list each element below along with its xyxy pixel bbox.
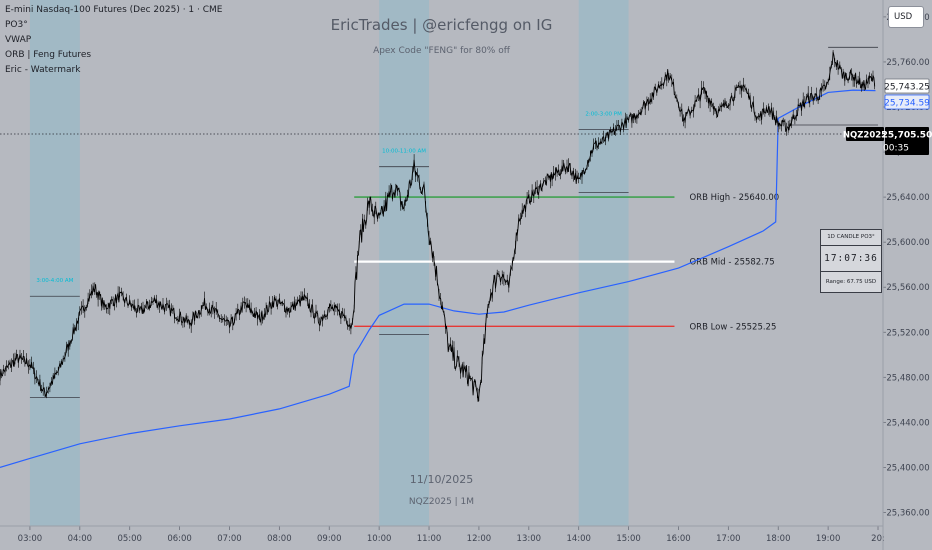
x-tick-label: 15:00 [616, 534, 641, 544]
y-tick-label: 25,760.00 [886, 58, 929, 68]
x-tick-label: 10:00 [367, 534, 392, 544]
session-box [29, 0, 80, 526]
y-tick-label: 25,640.00 [886, 193, 929, 203]
y-tick-label: 25,440.00 [886, 418, 929, 428]
x-tick-label: 20: [871, 534, 885, 544]
orb-lines: ORB High - 25640.00 ORB Mid - 25582.75 ORB… [354, 193, 779, 332]
x-tick-label: 03:00 [18, 534, 43, 544]
x-tick-label: 19:00 [816, 534, 841, 544]
candle-po3-panel: 1D CANDLE PO3° 17:07:36 Range: 67.75 USD [820, 229, 882, 293]
x-tick-label: 04:00 [68, 534, 93, 544]
session-boxes [29, 0, 629, 526]
last-price-countdown: 00:35 [883, 144, 909, 154]
session-box [578, 0, 629, 526]
watermark-date: 11/10/2025 [409, 473, 474, 486]
session-label: 3:00-4:00 AM [36, 278, 73, 284]
orb-high-label: ORB High - 25640.00 [689, 193, 779, 203]
last-price-tag: 25,705.50 00:35 [882, 127, 932, 155]
y-tick-label: 25,600.00 [886, 238, 929, 248]
indicator-orb[interactable]: ORB | Feng Futures [5, 50, 92, 60]
x-tick-label: 13:00 [517, 534, 542, 544]
last-symbol-label: NQZ2025 [843, 131, 887, 141]
candle-countdown: 17:07:36 [821, 246, 881, 272]
indicator-watermark[interactable]: Eric - Watermark [5, 65, 81, 75]
currency-button[interactable]: USD [888, 6, 924, 28]
vwap-layer [0, 89, 876, 468]
vwap-price-value: 25,734.59 [884, 99, 930, 109]
vwap-price-tag: 25,734.59 [884, 94, 930, 110]
orb-low-label: ORB Low - 25525.25 [689, 322, 776, 332]
vwap-line [0, 89, 876, 468]
x-tick-label: 17:00 [716, 534, 741, 544]
indicator-po3[interactable]: PO3° [5, 20, 28, 30]
x-tick-label: 07:00 [217, 534, 242, 544]
candle-panel-title: 1D CANDLE PO3° [821, 230, 881, 246]
x-tick-label: 18:00 [766, 534, 791, 544]
watermark-ticker: NQZ2025 | 1M [408, 497, 475, 507]
symbol-title[interactable]: E-mini Nasdaq-100 Futures (Dec 2025) · 1… [5, 5, 223, 15]
session-label: 10:00-11:00 AM [382, 149, 426, 155]
y-tick-label: 25,560.00 [886, 283, 929, 293]
x-tick-label: 12:00 [467, 534, 492, 544]
watermark-title: EricTrades | @ericfengg on IG [330, 16, 553, 34]
x-tick-label: 08:00 [267, 534, 292, 544]
price-layer [0, 50, 876, 403]
x-tick-label: 11:00 [417, 534, 442, 544]
price-line [0, 51, 876, 403]
y-tick-label: 25,480.00 [886, 373, 929, 383]
y-tick-label: 25,360.00 [886, 508, 929, 518]
y-tick-label: 25,400.00 [886, 463, 929, 473]
session-box [379, 0, 430, 526]
x-axis[interactable]: 03:00 04:00 05:00 06:00 07:00 08:00 09:00 10:00… [18, 526, 885, 544]
x-tick-label: 05:00 [117, 534, 142, 544]
candle-range: Range: 67.75 USD [825, 279, 877, 285]
x-tick-label: 06:00 [167, 534, 192, 544]
x-tick-label: 16:00 [666, 534, 691, 544]
upper-price-tag: 25,743.25 [884, 78, 930, 94]
x-tick-label: 14:00 [566, 534, 591, 544]
x-tick-label: 09:00 [317, 534, 342, 544]
session-label: 2:00-3:00 PM [585, 112, 622, 118]
last-price-value: 25,705.50 [882, 131, 932, 141]
watermark-subtitle: Apex Code "FENG" for 80% off [373, 46, 510, 56]
y-tick-label: 25,520.00 [886, 328, 929, 338]
last-symbol-tag: NQZ2025 [843, 127, 887, 141]
indicator-vwap[interactable]: VWAP [5, 35, 32, 45]
orb-mid-label: ORB Mid - 25582.75 [689, 258, 774, 268]
upper-price-value: 25,743.25 [884, 83, 930, 93]
